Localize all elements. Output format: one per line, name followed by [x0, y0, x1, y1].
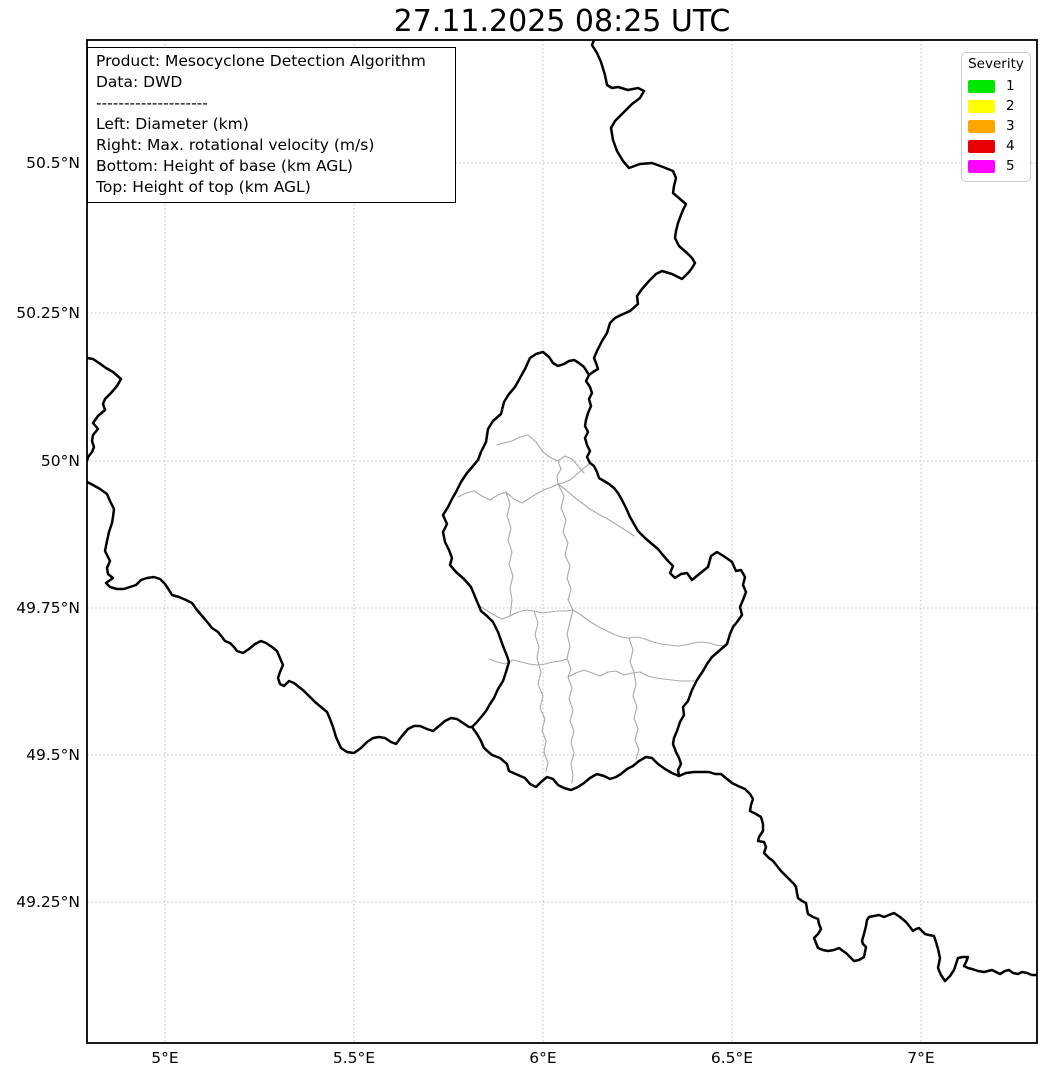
severity-label: 4 [1006, 138, 1015, 154]
canton-line [477, 604, 574, 620]
info-line: Bottom: Height of base (km AGL) [96, 157, 353, 175]
belgium-france-border [87, 356, 474, 755]
canton-line [488, 658, 568, 666]
x-tick-label: 6°E [529, 1049, 557, 1067]
info-line: Top: Height of top (km AGL) [96, 178, 311, 196]
y-tick-label: 50°N [40, 452, 80, 470]
y-tick-label: 49.75°N [16, 599, 80, 617]
belgium-germany-border [587, 40, 697, 377]
severity-swatch [968, 159, 995, 173]
info-line: Right: Max. rotational velocity (m/s) [96, 136, 375, 154]
map-borders [87, 40, 1037, 983]
canton-line [557, 462, 591, 485]
legend-items: 1 2 3 4 5 [968, 76, 1024, 176]
legend-row: 1 [968, 76, 1024, 96]
x-tick-label: 5.5°E [332, 1049, 376, 1067]
canton-line [457, 483, 559, 504]
x-tick-label: 7°E [907, 1049, 935, 1067]
legend-row: 3 [968, 116, 1024, 136]
graticule [87, 40, 1037, 1043]
x-tick-label: 6.5°E [710, 1049, 754, 1067]
canton-line [556, 460, 562, 485]
severity-label: 2 [1006, 98, 1015, 114]
severity-label: 3 [1006, 118, 1015, 134]
plot-frame [86, 39, 1038, 1044]
y-tick-label: 49.5°N [26, 746, 80, 764]
info-line: Product: Mesocyclone Detection Algorithm [96, 52, 426, 70]
severity-swatch [968, 139, 995, 153]
info-line: Data: DWD [96, 73, 183, 91]
info-box: Product: Mesocyclone Detection Algorithm… [87, 47, 456, 203]
info-line: -------------------- [96, 94, 208, 112]
severity-label: 5 [1006, 158, 1015, 174]
canton-line [557, 483, 575, 784]
canton-line [496, 434, 585, 474]
legend-row: 4 [968, 136, 1024, 156]
severity-legend: Severity 1 2 3 4 5 [961, 52, 1031, 182]
y-tick-label: 50.25°N [16, 304, 80, 322]
severity-label: 1 [1006, 78, 1015, 94]
canton-line [572, 609, 725, 647]
france-germany-border [677, 770, 1037, 983]
canton-line [567, 669, 697, 682]
figure-title: 27.11.2025 08:25 UTC [393, 4, 731, 39]
canton-line [533, 610, 549, 772]
luxembourg-outline [441, 350, 748, 792]
y-tick-label: 50.5°N [26, 154, 80, 172]
severity-swatch [968, 119, 995, 133]
legend-row: 2 [968, 96, 1024, 116]
legend-row: 5 [968, 156, 1024, 176]
canton-line [505, 491, 514, 617]
severity-swatch [968, 79, 995, 93]
x-tick-label: 5°E [151, 1049, 179, 1067]
canton-line [557, 483, 635, 537]
y-tick-label: 49.25°N [16, 893, 80, 911]
info-line: Left: Diameter (km) [96, 115, 249, 133]
canton-line [628, 637, 640, 760]
legend-title: Severity [968, 56, 1024, 72]
severity-swatch [968, 99, 995, 113]
